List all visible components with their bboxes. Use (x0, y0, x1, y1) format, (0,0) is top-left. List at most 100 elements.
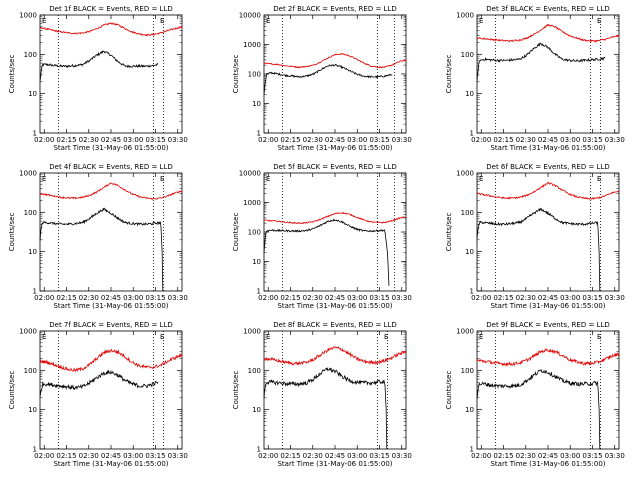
y-axis-label: Counts/sec (445, 213, 453, 252)
panel-det-8f: Det 8f BLACK = Events, RED = LLD 1 10 100 10… (232, 321, 412, 468)
x-tick-label: 02:00 (471, 136, 491, 144)
x-tick-label: 02:30 (516, 136, 536, 144)
x-tick-label: 02:45 (325, 136, 345, 144)
y-tick-label: 1000 (456, 328, 474, 336)
x-tick-label: 03:15 (369, 136, 389, 144)
x-tick-label: 02:30 (516, 294, 536, 302)
x-axis-label: Start Time (31-May-06 01:55:00) (490, 460, 605, 468)
y-tick-label: 1000 (19, 12, 37, 20)
y-tick-label: 100 (24, 51, 37, 59)
x-tick-label: 02:00 (34, 294, 54, 302)
x-tick-label: 02:30 (79, 452, 99, 460)
series-line-lld (39, 348, 183, 373)
y-tick-label: 100 (248, 367, 261, 375)
corner-mark: E (160, 17, 164, 25)
series-line-events (263, 63, 393, 95)
y-tick-label: 1 (470, 288, 474, 296)
series-line-events (476, 207, 601, 292)
x-tick-label: 03:00 (123, 294, 143, 302)
panel-title: Det 3f BLACK = Events, RED = LLD (486, 5, 609, 13)
y-axis-label: Counts/sec (8, 55, 16, 94)
corner-mark: E (384, 333, 388, 341)
y-axis-label: Counts/sec (445, 371, 453, 410)
x-tick-label: 02:45 (101, 452, 121, 460)
corner-mark: E (266, 17, 270, 25)
x-tick-label: 03:00 (347, 452, 367, 460)
y-tick-label: 1000 (19, 170, 37, 178)
x-tick-label: 02:15 (493, 294, 513, 302)
corner-mark: E (42, 17, 46, 25)
x-tick-label: 03:00 (347, 294, 367, 302)
series-line-lld (476, 23, 620, 43)
x-axis-label: Start Time (31-May-06 01:55:00) (53, 144, 168, 152)
x-tick-label: 03:30 (392, 452, 412, 460)
x-tick-label: 02:15 (280, 452, 300, 460)
y-tick-label: 1 (470, 130, 474, 138)
y-tick-label: 10 (28, 90, 37, 98)
x-tick-label: 02:45 (101, 294, 121, 302)
y-axis-label: Counts/sec (232, 55, 240, 94)
panel-title: Det 9f BLACK = Events, RED = LLD (486, 321, 609, 329)
y-tick-label: 100 (461, 367, 474, 375)
corner-mark: E (479, 17, 483, 25)
plot-frame (263, 14, 407, 134)
plot-frame (476, 14, 620, 134)
panel-title: Det 7f BLACK = Events, RED = LLD (49, 321, 172, 329)
y-tick-label: 10 (28, 248, 37, 256)
series-line-lld (263, 52, 407, 69)
x-tick-label: 03:30 (392, 136, 412, 144)
x-tick-label: 03:15 (582, 452, 602, 460)
plot-frame (263, 330, 407, 450)
panel-det-5f: Det 5f BLACK = Events, RED = LLD 1 10 100 10… (232, 163, 412, 310)
y-tick-label: 1 (257, 288, 261, 296)
x-tick-label: 02:30 (79, 136, 99, 144)
x-axis-label: Start Time (31-May-06 01:55:00) (53, 302, 168, 310)
y-tick-label: 10 (28, 406, 37, 414)
plot-frame (476, 330, 620, 450)
series-line-lld (39, 182, 183, 200)
y-tick-label: 10 (252, 100, 261, 108)
x-tick-label: 02:00 (258, 136, 278, 144)
x-tick-label: 02:45 (538, 136, 558, 144)
panel-det-7f: Det 7f BLACK = Events, RED = LLD 1 10 100 10… (8, 321, 188, 468)
series-line-events (39, 369, 159, 397)
corner-mark: E (479, 333, 483, 341)
y-tick-label: 1 (470, 446, 474, 454)
y-tick-label: 100 (248, 71, 261, 79)
series-line-events (39, 50, 159, 82)
corner-mark: E (42, 333, 46, 341)
x-tick-label: 03:15 (369, 452, 389, 460)
series-line-lld (476, 347, 620, 367)
x-tick-label: 03:15 (145, 294, 165, 302)
y-tick-label: 1000 (243, 41, 261, 49)
panel-title: Det 5f BLACK = Events, RED = LLD (273, 163, 396, 171)
y-tick-label: 1 (33, 288, 37, 296)
series-line-lld (476, 181, 620, 201)
y-tick-label: 10 (252, 406, 261, 414)
y-tick-label: 1 (257, 130, 261, 138)
series-line-lld (263, 211, 407, 225)
panel-det-3f: Det 3f BLACK = Events, RED = LLD 1 10 100 10… (445, 5, 625, 152)
corner-mark: E (266, 333, 270, 341)
x-axis-label: Start Time (31-May-06 01:55:00) (490, 144, 605, 152)
x-tick-label: 02:45 (325, 452, 345, 460)
y-tick-label: 1000 (456, 170, 474, 178)
panel-title: Det 2f BLACK = Events, RED = LLD (273, 5, 396, 13)
corner-mark: E (597, 17, 601, 25)
y-tick-label: 1 (257, 446, 261, 454)
y-tick-label: 1000 (243, 328, 261, 336)
y-tick-label: 1000 (19, 328, 37, 336)
panel-det-2f: Det 2f BLACK = Events, RED = LLD 1 10 100 10… (232, 5, 412, 152)
panel-det-9f: Det 9f BLACK = Events, RED = LLD 1 10 100 10… (445, 321, 625, 468)
x-tick-label: 02:30 (516, 452, 536, 460)
y-tick-label: 10000 (239, 170, 261, 178)
panel-det-1f: Det 1f BLACK = Events, RED = LLD 1 10 100 10… (8, 5, 188, 152)
y-tick-label: 100 (24, 367, 37, 375)
x-tick-label: 03:00 (123, 452, 143, 460)
x-tick-label: 03:15 (582, 136, 602, 144)
panel-title: Det 8f BLACK = Events, RED = LLD (273, 321, 396, 329)
series-line-lld (39, 22, 183, 37)
x-axis-label: Start Time (31-May-06 01:55:00) (490, 302, 605, 310)
y-tick-label: 10 (465, 248, 474, 256)
x-tick-label: 02:00 (471, 452, 491, 460)
